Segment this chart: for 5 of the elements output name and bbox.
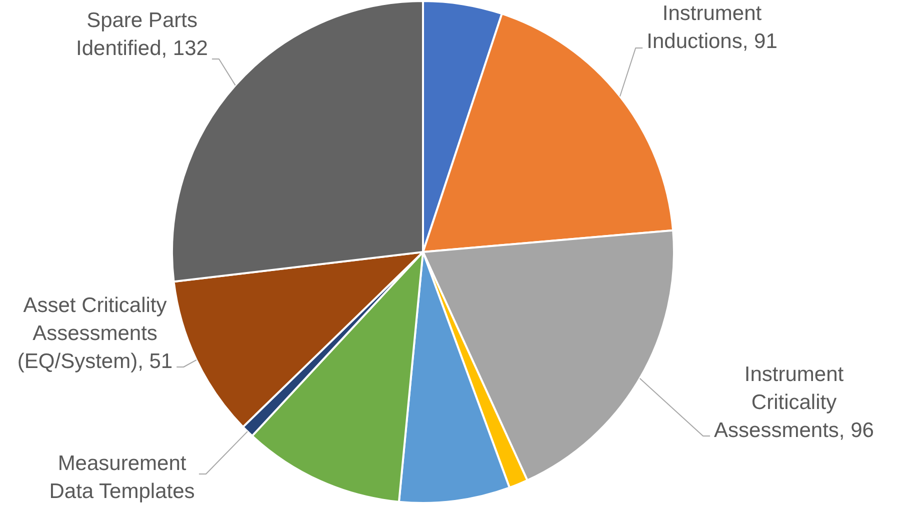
- slice-label: Instrument Inductions, 91: [646, 2, 778, 53]
- slice-label: Measurement Data Templates: [49, 452, 195, 503]
- slice-label: Spare Parts Identified, 132: [76, 8, 208, 60]
- slice-label: Instrument Criticality Assessments, 96: [714, 362, 874, 442]
- slice-label: Asset Criticality Assessments (EQ/System), 51: [17, 294, 173, 373]
